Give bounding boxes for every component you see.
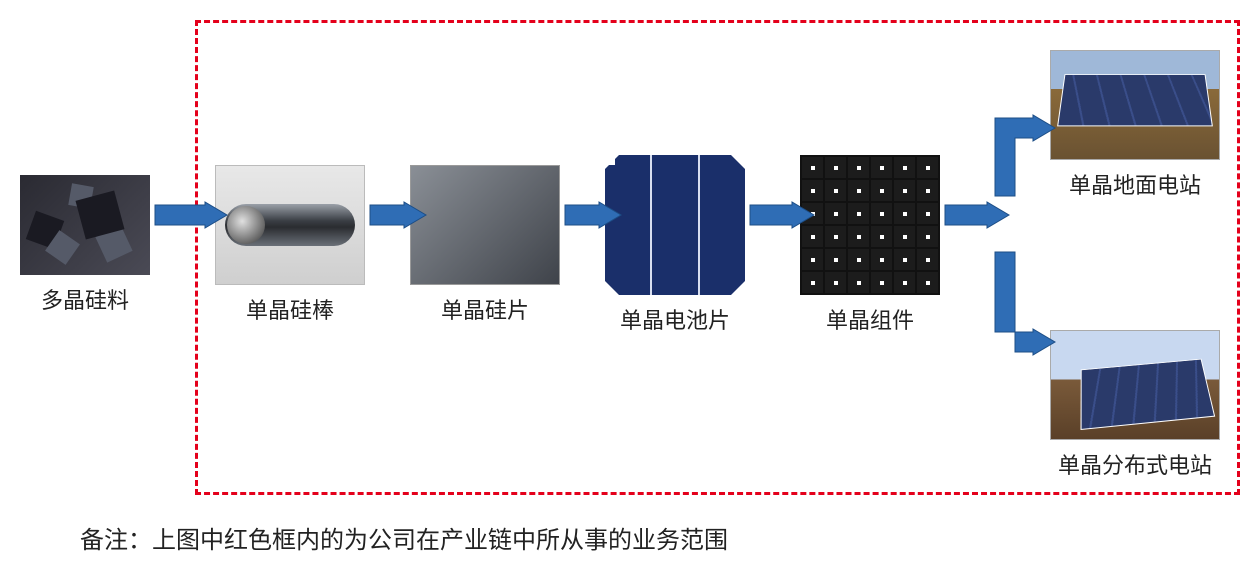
stage-wafer-label: 单晶硅片 (441, 293, 529, 325)
stage-ingot-image (215, 165, 365, 285)
stage-wafer: 单晶硅片 (410, 165, 560, 325)
stage-cell-label: 单晶电池片 (620, 303, 730, 335)
stage-module-image (800, 155, 940, 295)
stage-roof-image (1050, 330, 1220, 440)
stage-ingot: 单晶硅棒 (215, 165, 365, 325)
stage-roof-label: 单晶分布式电站 (1058, 448, 1212, 480)
stage-ground: 单晶地面电站 (1050, 50, 1220, 200)
stage-ingot-label: 单晶硅棒 (246, 293, 334, 325)
stage-poly-image (20, 175, 150, 275)
stage-poly-label: 多晶硅料 (41, 283, 129, 315)
stage-roof: 单晶分布式电站 (1050, 330, 1220, 480)
stage-module-label: 单晶组件 (826, 303, 914, 335)
stage-poly: 多晶硅料 (20, 175, 150, 315)
stage-module: 单晶组件 (800, 155, 940, 335)
stage-ground-label: 单晶地面电站 (1069, 168, 1201, 200)
footnote-text: 备注：上图中红色框内的为公司在产业链中所从事的业务范围 (80, 520, 728, 555)
stage-wafer-image (410, 165, 560, 285)
diagram-canvas: 多晶硅料 单晶硅棒 单晶硅片 单晶电池片 单晶组件 单晶地面电站 (0, 0, 1258, 566)
stage-ground-image (1050, 50, 1220, 160)
stage-cell: 单晶电池片 (605, 155, 745, 335)
stage-cell-image (605, 155, 745, 295)
